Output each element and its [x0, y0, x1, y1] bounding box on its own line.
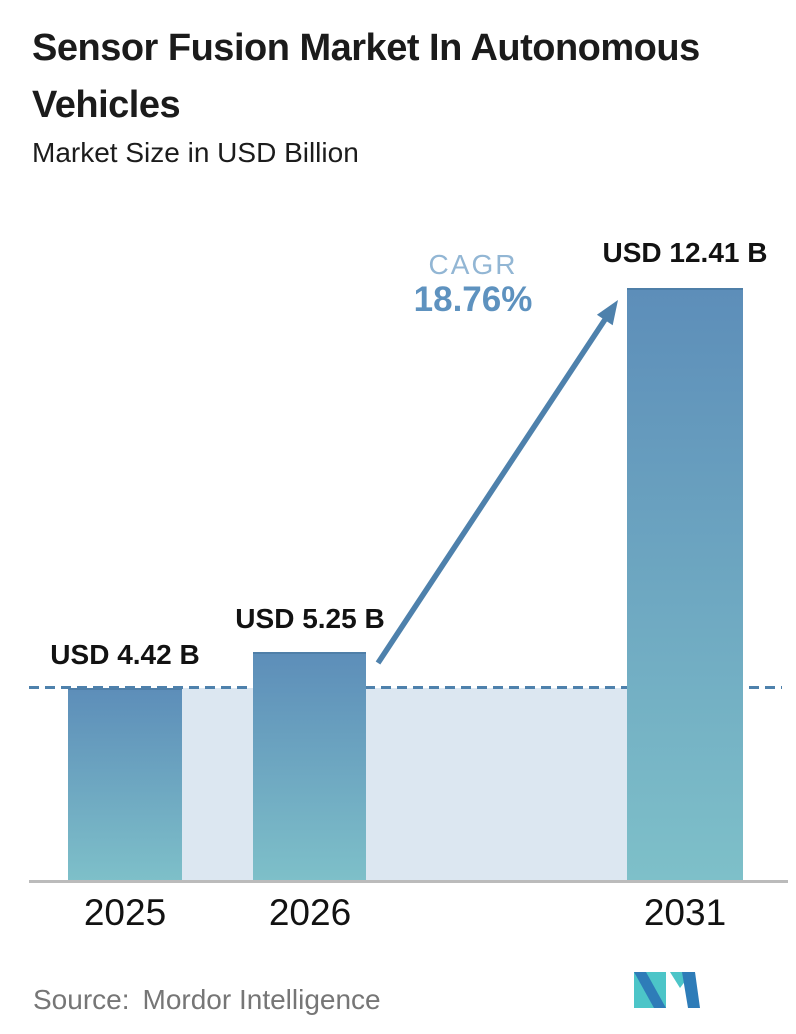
page-title-line2: Vehicles: [32, 84, 181, 126]
value-label-2025: USD 4.42 B: [50, 639, 200, 670]
cagr-annotation: CAGR 18.76%: [396, 250, 550, 318]
cagr-value: 18.76%: [413, 280, 533, 319]
bar-2026: [253, 652, 366, 882]
mordor-intelligence-logo: [634, 972, 700, 1008]
value-label-2031: USD 12.41 B: [602, 237, 768, 268]
x-label-2026: 2026: [268, 892, 352, 933]
x-label-2025: 2025: [83, 892, 167, 933]
value-label-2026: USD 5.25 B: [235, 603, 385, 634]
page-title-line1: Sensor Fusion Market In Autonomous: [32, 27, 700, 69]
x-axis-line: [29, 880, 788, 883]
bar-2025: [68, 688, 182, 882]
source-attribution: Source: Mordor Intelligence: [33, 984, 381, 1016]
source-value: Mordor Intelligence: [142, 984, 381, 1015]
bar-2031: [627, 288, 743, 882]
x-label-2031: 2031: [643, 892, 727, 933]
source-label: Source:: [33, 984, 130, 1015]
cagr-label: CAGR: [428, 249, 518, 280]
page-title: Sensor Fusion Market In Autonomous Vehic…: [32, 20, 762, 134]
chart-subtitle: Market Size in USD Billion: [32, 137, 359, 168]
